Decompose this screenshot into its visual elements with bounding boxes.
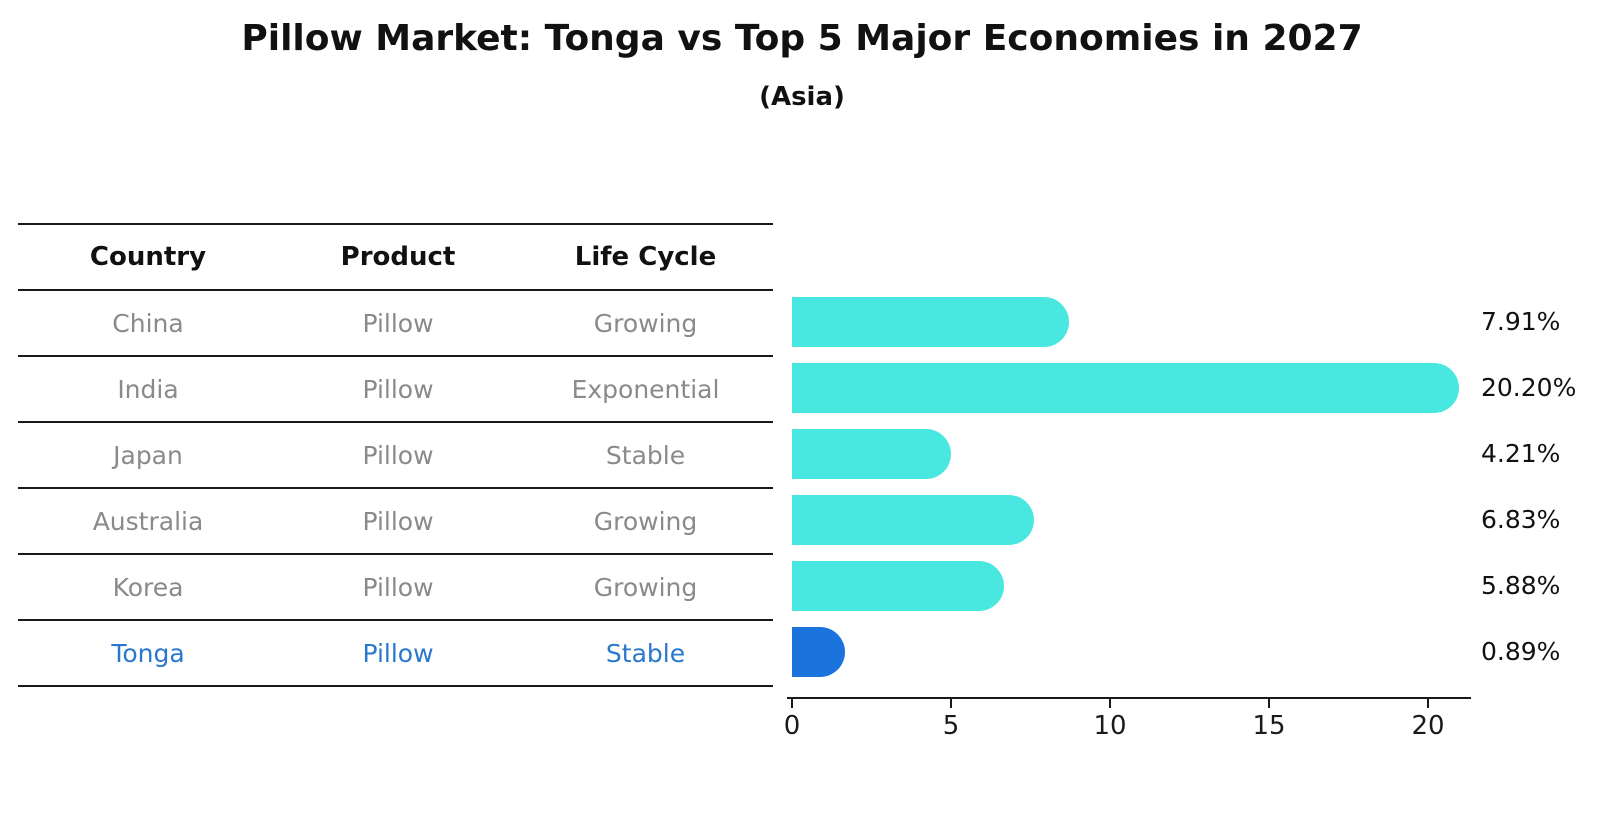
x-axis-tick — [1268, 699, 1270, 708]
cell-life-cycle: Exponential — [571, 374, 720, 404]
cell-country: Australia — [92, 506, 204, 536]
x-axis-tick — [1427, 699, 1429, 708]
country-table: Country Product Life Cycle China Pillow … — [18, 223, 773, 687]
chart-subtitle: (Asia) — [759, 82, 845, 112]
table-row-india: India Pillow Exponential — [18, 355, 773, 421]
x-axis-tick — [950, 699, 952, 708]
cell-life-cycle: Stable — [605, 638, 686, 668]
column-header-country: Country — [89, 242, 207, 272]
table-row-tonga: Tonga Pillow Stable — [18, 619, 773, 687]
column-header-product: Product — [340, 242, 456, 272]
cell-life-cycle: Stable — [605, 440, 686, 470]
cell-product: Pillow — [362, 572, 434, 602]
bar-japan — [792, 429, 951, 479]
cell-country: China — [112, 308, 184, 338]
chart-title: Pillow Market: Tonga vs Top 5 Major Econ… — [241, 18, 1363, 59]
x-axis-tick-label: 5 — [942, 711, 960, 741]
x-axis-tick — [791, 699, 793, 708]
table-header-row: Country Product Life Cycle — [18, 223, 773, 289]
table-row-korea: Korea Pillow Growing — [18, 553, 773, 619]
cell-life-cycle: Growing — [593, 506, 698, 536]
cell-product: Pillow — [362, 374, 434, 404]
cell-country: India — [117, 374, 179, 404]
value-label-japan: 4.21% — [1481, 439, 1561, 468]
value-label-india: 20.20% — [1481, 373, 1577, 402]
cell-life-cycle: Growing — [593, 572, 698, 602]
x-axis-spine — [787, 697, 1471, 699]
column-header-life-cycle: Life Cycle — [574, 242, 717, 272]
table-row-australia: Australia Pillow Growing — [18, 487, 773, 553]
cell-product: Pillow — [362, 638, 434, 668]
bar-china — [792, 297, 1069, 347]
value-label-china: 7.91% — [1481, 307, 1561, 336]
bar-tonga — [792, 627, 846, 677]
x-axis-tick-label: 0 — [783, 711, 801, 741]
value-label-australia: 6.83% — [1481, 505, 1561, 534]
x-axis-tick-label: 15 — [1252, 711, 1286, 741]
x-axis-tick-label: 10 — [1093, 711, 1127, 741]
bar-india — [792, 363, 1460, 413]
value-label-korea: 5.88% — [1481, 571, 1561, 600]
cell-product: Pillow — [362, 506, 434, 536]
cell-country: Korea — [112, 572, 184, 602]
value-label-tonga: 0.89% — [1481, 637, 1561, 666]
cell-product: Pillow — [362, 440, 434, 470]
table-row-japan: Japan Pillow Stable — [18, 421, 773, 487]
table-row-china: China Pillow Growing — [18, 289, 773, 355]
bar-australia — [792, 495, 1035, 545]
cell-country: Japan — [113, 440, 183, 470]
bar-korea — [792, 561, 1004, 611]
x-axis-tick-label: 20 — [1411, 711, 1445, 741]
cell-life-cycle: Growing — [593, 308, 698, 338]
cell-country: Tonga — [111, 638, 185, 668]
cell-product: Pillow — [362, 308, 434, 338]
x-axis-tick — [1109, 699, 1111, 708]
